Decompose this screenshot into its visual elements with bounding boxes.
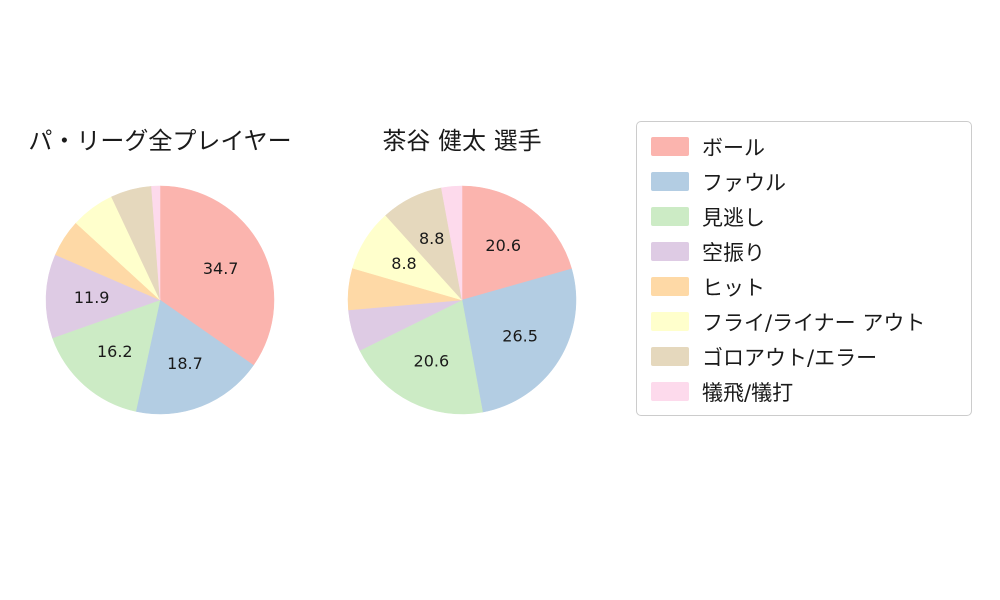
legend-item: ボール: [651, 129, 971, 164]
legend-label: ヒット: [702, 275, 765, 300]
legend-item: ヒット: [651, 269, 971, 304]
legend-swatch: [651, 312, 689, 331]
pie-percent-label: 11.9: [74, 288, 110, 307]
legend-swatch: [651, 207, 689, 226]
legend-label: 空振り: [702, 240, 765, 265]
pie-percent-label: 16.2: [97, 342, 133, 361]
pie-percent-label: 20.6: [414, 352, 450, 371]
pie-chart-left: 34.7 18.7 16.2 11.9: [45, 185, 275, 415]
legend-label: フライ/ライナー アウト: [702, 310, 926, 335]
pie-percent-label: 26.5: [502, 327, 538, 346]
pie-slice-ボール: [159, 185, 275, 366]
legend-swatch: [651, 382, 689, 401]
legend-item: ファウル: [651, 164, 971, 199]
pie-percent-label: 34.7: [203, 259, 239, 278]
legend-label: ボール: [702, 135, 765, 160]
pie-slice-見逃し: [52, 299, 161, 412]
pie-slice-ファウル: [461, 268, 577, 413]
legend-label: ゴロアウト/エラー: [702, 345, 878, 370]
pie-chart-left-container: パ・リーグ全プレイヤー 34.7 18.7 16.2 11.9: [25, 126, 295, 415]
legend: ボールファウル見逃し空振りヒットフライ/ライナー アウト ゴロアウト/エラー 犠飛/…: [636, 121, 972, 416]
pie-percent-label: 18.7: [167, 354, 203, 373]
pie-slice-犠飛/犠打: [441, 185, 463, 301]
legend-item: 見逃し: [651, 199, 971, 234]
pie-slice-ボール: [461, 185, 572, 301]
legend-item: フライ/ライナー アウト: [651, 304, 971, 339]
pie-slice-空振り: [45, 254, 161, 339]
pie-chart-right: 20.6 26.5 20.6 8.88.8: [347, 185, 577, 415]
legend-item: 空振り: [651, 234, 971, 269]
pie-percent-label: 8.8: [419, 229, 444, 248]
pie-slice-犠飛/犠打: [151, 185, 161, 301]
legend-swatch: [651, 277, 689, 296]
pie-chart-right-container: 茶谷 健太 選手 20.6 26.5 20.6 8.8 8.8: [327, 126, 597, 415]
legend-label: 見逃し: [702, 205, 765, 230]
legend-item: ゴロアウト/エラー: [651, 339, 971, 374]
legend-label: ファウル: [702, 170, 786, 195]
pie-slice-ファウル: [135, 299, 254, 415]
legend-swatch: [651, 347, 689, 366]
chart-title-right: 茶谷 健太 選手: [382, 127, 542, 155]
pie-percent-label: 8.8: [391, 254, 416, 273]
legend-label: 犠飛/犠打: [702, 380, 794, 405]
legend-swatch: [651, 242, 689, 261]
pie-percent-label: 20.6: [485, 236, 521, 255]
legend-swatch: [651, 137, 689, 156]
pie-slice-見逃し: [359, 299, 483, 415]
legend-swatch: [651, 172, 689, 191]
legend-item: 犠飛/犠打: [651, 374, 971, 409]
chart-title-left: パ・リーグ全プレイヤー: [28, 127, 292, 155]
